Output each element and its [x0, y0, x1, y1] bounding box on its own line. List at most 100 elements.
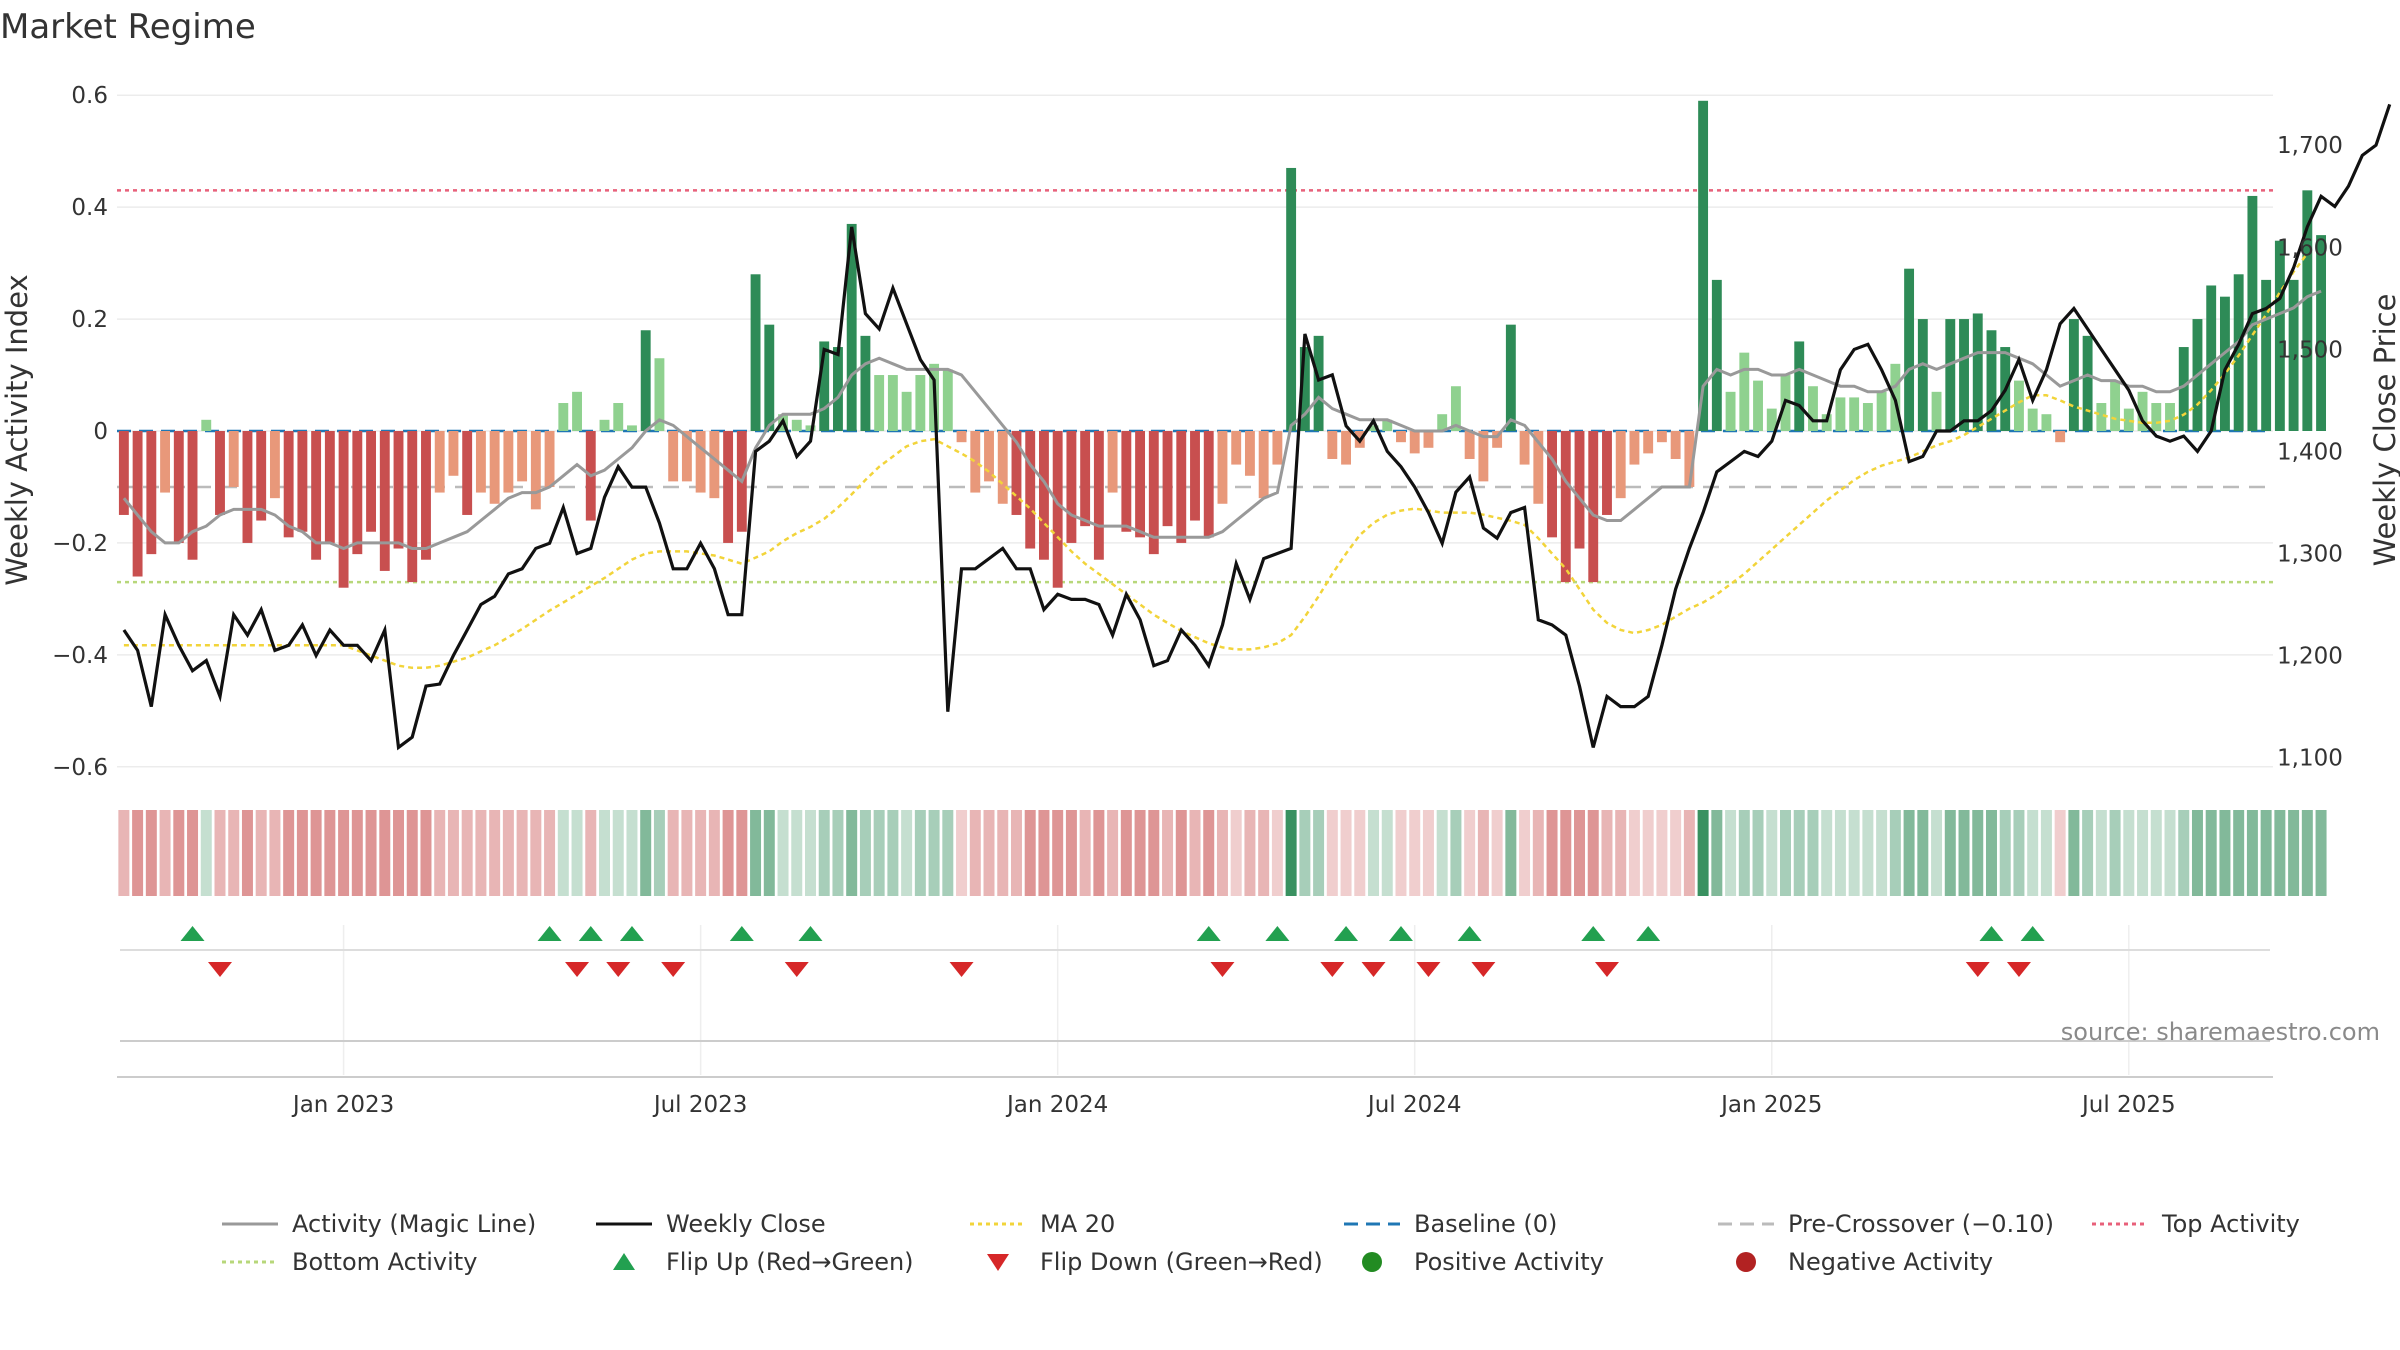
regime-cell [255, 810, 267, 896]
activity-bar [901, 391, 912, 431]
regime-cell [846, 810, 858, 896]
regime-cell [585, 810, 597, 896]
regime-cell [1670, 810, 1682, 896]
activity-bar [1244, 431, 1255, 476]
activity-bar [489, 431, 500, 504]
regime-cell [159, 810, 171, 896]
activity-bar [1368, 425, 1379, 431]
activity-bar [1574, 431, 1585, 549]
regime-cell [983, 810, 995, 896]
activity-bar [1052, 431, 1063, 588]
activity-bar [530, 431, 541, 510]
legend-item: Flip Down (Green→Red) [987, 1248, 1323, 1276]
regime-cell [2260, 810, 2272, 896]
right-tick-label: 1,300 [2277, 541, 2343, 567]
activity-bar [517, 431, 528, 482]
right-tick-label: 1,100 [2277, 746, 2343, 772]
regime-cell [653, 810, 665, 896]
activity-bar [654, 358, 665, 431]
activity-bar [311, 431, 322, 560]
activity-bar [1986, 330, 1997, 431]
regime-cell [914, 810, 926, 896]
regime-cell [873, 810, 885, 896]
activity-bar [1505, 324, 1516, 431]
activity-bar [942, 369, 953, 431]
regime-cell [1395, 810, 1407, 896]
regime-cell [1587, 810, 1599, 896]
flip-down-marker [1965, 962, 1990, 977]
regime-cell [475, 810, 487, 896]
regime-cell [1422, 810, 1434, 896]
activity-bar [132, 431, 143, 577]
activity-bar [118, 431, 129, 515]
activity-bar [228, 431, 239, 487]
activity-bar [1725, 391, 1736, 431]
activity-bar [187, 431, 198, 560]
regime-cell [145, 810, 157, 896]
regime-cell [1560, 810, 1572, 896]
regime-cell [1972, 810, 1984, 896]
regime-cell [516, 810, 528, 896]
regime-cell [502, 810, 514, 896]
legend-label: Positive Activity [1414, 1248, 1604, 1276]
activity-bar [2123, 408, 2134, 431]
regime-cell [1711, 810, 1723, 896]
regime-cell [2054, 810, 2066, 896]
activity-bar [2219, 296, 2230, 431]
regime-cell [640, 810, 652, 896]
regime-cell [200, 810, 212, 896]
right-tick-label: 1,400 [2277, 439, 2343, 465]
regime-cell [1780, 810, 1791, 896]
activity-bar [1066, 431, 1077, 543]
flip-down-marker [2006, 962, 2031, 977]
flip-up-marker [1636, 926, 1661, 941]
flip-down-marker [661, 962, 686, 977]
legend-item: Weekly Close [596, 1210, 826, 1238]
regime-cell [997, 810, 1009, 896]
flip-up-marker [180, 926, 205, 941]
regime-cell [434, 810, 446, 896]
regime-cell [1903, 810, 1915, 896]
activity-bar [269, 431, 280, 499]
activity-bar [1327, 431, 1338, 459]
activity-bar [1286, 167, 1297, 432]
flip-up-marker [2020, 926, 2045, 941]
regime-cell [1876, 810, 1888, 896]
legend-item: Positive Activity [1362, 1248, 1604, 1276]
regime-cell [1821, 810, 1833, 896]
activity-bar [366, 431, 376, 532]
activity-bar [1190, 431, 1200, 521]
activity-bar [146, 431, 157, 555]
activity-bar [640, 330, 651, 431]
series-lines [122, 103, 2392, 751]
regime-cell [1738, 810, 1750, 896]
activity-bar [1698, 100, 1709, 432]
regime-cell [1793, 810, 1805, 896]
regime-cell [722, 810, 734, 896]
regime-cell [1120, 810, 1132, 896]
activity-bar [1876, 391, 1887, 431]
activity-bar [1917, 319, 1928, 431]
regime-cell [2315, 810, 2327, 896]
left-tick-label: 0 [93, 419, 108, 445]
regime-cell [1065, 810, 1077, 896]
activity-bar [764, 324, 775, 431]
activity-bar [1766, 408, 1777, 431]
activity-bar [915, 375, 926, 431]
activity-bar [324, 431, 335, 543]
regime-cell [365, 810, 377, 896]
regime-cell [1381, 810, 1393, 896]
activity-bar [2041, 414, 2052, 431]
activity-bar [503, 431, 514, 493]
activity-bar [160, 431, 171, 493]
activity-bar [1231, 431, 1242, 465]
regime-cell [2274, 810, 2286, 896]
activity-bar [1396, 431, 1406, 443]
flip-down-marker [1416, 962, 1441, 977]
activity-bar [1176, 431, 1187, 543]
regime-cell [544, 810, 556, 896]
regime-cell [1889, 810, 1901, 896]
regime-cell [1038, 810, 1050, 896]
flip-up-marker [619, 926, 644, 941]
